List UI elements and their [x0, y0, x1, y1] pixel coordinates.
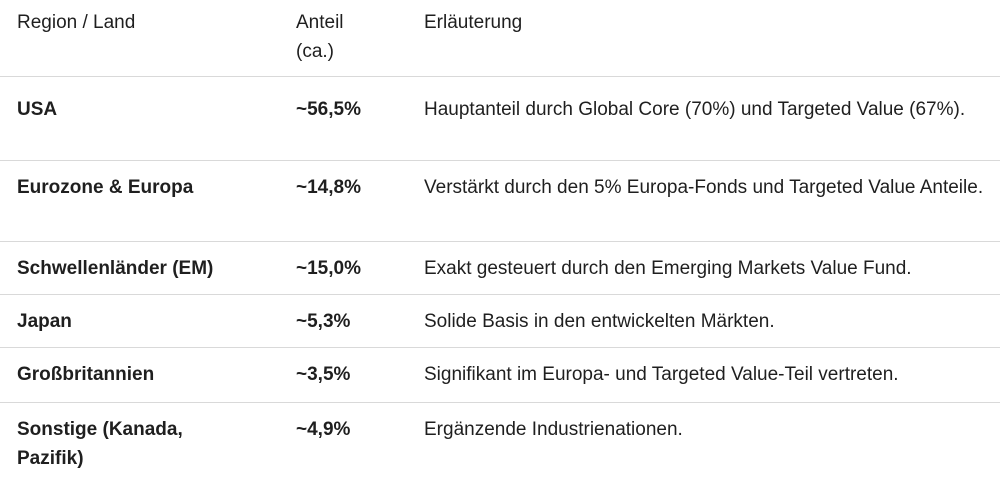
- region-cell: Japan: [17, 311, 72, 332]
- region-cell: Großbritannien: [17, 364, 155, 385]
- region-cell: Schwellenländer (EM): [17, 258, 214, 279]
- note-cell: Signifikant im Europa- und Targeted Valu…: [424, 364, 899, 385]
- table-header: Region / Land Anteil (ca.) Erläuterung: [0, 0, 1000, 77]
- note-cell: Hauptanteil durch Global Core (70%) und …: [424, 99, 966, 120]
- share-cell: ~56,5%: [296, 99, 361, 120]
- note-cell: Solide Basis in den entwickelten Märkten…: [424, 311, 775, 332]
- note-cell: Ergänzende Industrienationen.: [424, 419, 683, 440]
- share-cell: ~4,9%: [296, 419, 351, 440]
- share-cell: ~3,5%: [296, 364, 351, 385]
- region-cell: USA: [17, 99, 58, 120]
- table-row: USA ~56,5% Hauptanteil durch Global Core…: [0, 83, 1000, 161]
- share-cell: ~14,8%: [296, 177, 361, 198]
- region-cell: Sonstige (Kanada, Pazifik): [17, 419, 183, 469]
- header-note: Erläuterung: [424, 12, 523, 33]
- header-region: Region / Land: [17, 12, 136, 33]
- table-row: Eurozone & Europa ~14,8% Verstärkt durch…: [0, 161, 1000, 242]
- table-row: Sonstige (Kanada, Pazifik) ~4,9% Ergänze…: [0, 403, 1000, 485]
- region-cell: Eurozone & Europa: [17, 177, 194, 198]
- note-cell: Verstärkt durch den 5% Europa-Fonds und …: [424, 177, 984, 198]
- header-share: Anteil (ca.): [296, 12, 344, 62]
- note-cell: Exakt gesteuert durch den Emerging Marke…: [424, 258, 912, 279]
- table-row: Großbritannien ~3,5% Signifikant im Euro…: [0, 348, 1000, 403]
- table-row: Japan ~5,3% Solide Basis in den entwicke…: [0, 295, 1000, 348]
- share-cell: ~15,0%: [296, 258, 361, 279]
- share-cell: ~5,3%: [296, 311, 351, 332]
- table-row: Schwellenländer (EM) ~15,0% Exakt gesteu…: [0, 242, 1000, 295]
